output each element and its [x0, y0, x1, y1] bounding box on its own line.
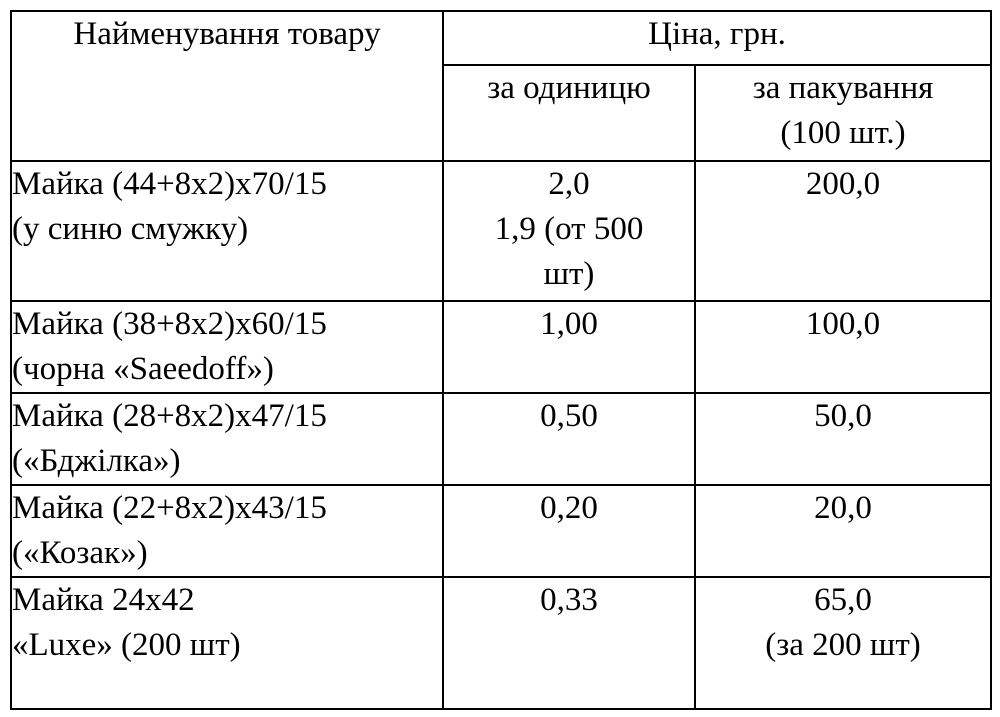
unit-price-cell: 0,50 — [442, 392, 696, 486]
pack-price-line2: (за 200 шт) — [765, 627, 921, 663]
header-per-unit-text: за одиницю — [487, 70, 651, 106]
header-per-pack-line2: (100 шт.) — [780, 115, 906, 151]
header-row: Найменування товару Ціна, грн. — [10, 10, 993, 162]
unit-price-cell: 0,20 — [442, 484, 696, 578]
unit-price-cell: 1,00 — [442, 300, 696, 394]
header-product-name: Найменування товару — [10, 10, 444, 162]
pack-price-line1: 50,0 — [814, 398, 872, 434]
product-name-cell: Майка 24х42 «Luxe» (200 шт) — [10, 576, 444, 710]
header-price-text: Ціна, грн. — [648, 16, 786, 52]
pack-price-cell: 65,0 (за 200 шт) — [693, 576, 993, 710]
table-row: Майка (44+8х2)х70/15 (у синю смужку) 2,0… — [10, 160, 993, 302]
unit-price-line1: 1,00 — [540, 306, 598, 342]
product-name-cell: Майка (28+8х2)х47/15 («Бджілка») — [10, 392, 444, 486]
table-row: Майка (38+8х2)х60/15 (чорна «Saeedoff») … — [10, 300, 993, 394]
pack-price-cell: 20,0 — [693, 484, 993, 578]
product-name-line1: Майка (38+8х2)х60/15 — [12, 306, 327, 342]
product-name-cell: Майка (44+8х2)х70/15 (у синю смужку) — [10, 160, 444, 302]
pack-price-line1: 200,0 — [805, 166, 881, 202]
header-per-pack-line1: за пакування — [752, 70, 934, 106]
unit-price-line3: шт) — [543, 256, 595, 292]
table-row: Майка (28+8х2)х47/15 («Бджілка») 0,50 50… — [10, 392, 993, 486]
unit-price-line1: 0,33 — [540, 582, 598, 618]
pack-price-cell: 50,0 — [693, 392, 993, 486]
pack-price-line1: 65,0 — [814, 582, 872, 618]
unit-price-line1: 0,50 — [540, 398, 598, 434]
product-name-line1: Майка (22+8х2)х43/15 — [12, 490, 327, 526]
product-name-cell: Майка (22+8х2)х43/15 («Козак») — [10, 484, 444, 578]
table-row: Майка (22+8х2)х43/15 («Козак») 0,20 20,0 — [10, 484, 993, 578]
product-name-line1: Майка 24х42 — [12, 582, 195, 618]
header-product-name-text: Найменування товару — [73, 16, 381, 52]
product-name-line2: «Luxe» (200 шт) — [12, 627, 241, 663]
product-name-line2: («Козак») — [12, 535, 148, 571]
pack-price-cell: 100,0 — [693, 300, 993, 394]
product-name-line1: Майка (44+8х2)х70/15 — [12, 166, 327, 202]
product-name-line2: (у синю смужку) — [12, 211, 249, 247]
table-row: Майка 24х42 «Luxe» (200 шт) 0,33 65,0 (з… — [10, 576, 993, 710]
pack-price-line1: 20,0 — [814, 490, 872, 526]
price-table: Найменування товару Ціна, грн. за одиниц… — [10, 10, 993, 710]
unit-price-line1: 2,0 — [548, 166, 590, 202]
header-per-unit: за одиницю — [442, 64, 696, 162]
product-name-line1: Майка (28+8х2)х47/15 — [12, 398, 327, 434]
unit-price-line2: 1,9 (от 500 — [494, 211, 644, 247]
header-per-pack: за пакування (100 шт.) — [693, 64, 993, 162]
unit-price-cell: 2,0 1,9 (от 500 шт) — [442, 160, 696, 302]
header-price: Ціна, грн. — [441, 10, 993, 66]
subheader-row: за одиницю за пакування (100 шт.) — [11, 64, 993, 162]
pack-price-cell: 200,0 — [693, 160, 993, 302]
product-name-line2: (чорна «Saeedoff») — [12, 351, 274, 387]
unit-price-cell: 0,33 — [442, 576, 696, 710]
unit-price-line1: 0,20 — [540, 490, 598, 526]
pack-price-line1: 100,0 — [805, 306, 881, 342]
product-name-cell: Майка (38+8х2)х60/15 (чорна «Saeedoff») — [10, 300, 444, 394]
product-name-line2: («Бджілка») — [12, 443, 181, 479]
